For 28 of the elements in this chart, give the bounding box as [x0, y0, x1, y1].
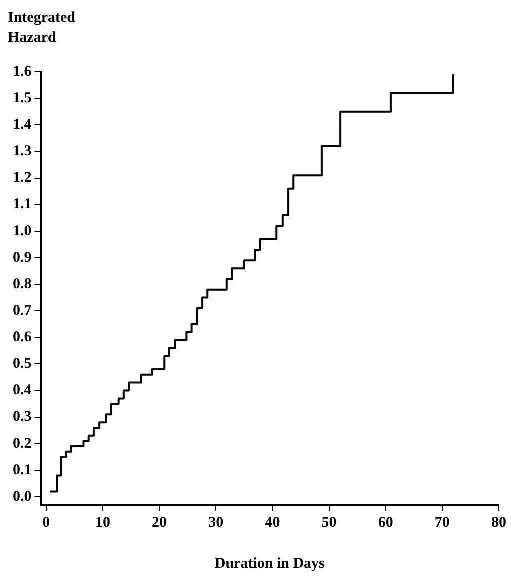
y-tick-label: 0.4	[13, 382, 32, 399]
y-tick-label: 0.8	[13, 276, 32, 292]
y-tick-label: 0.5	[13, 356, 32, 372]
y-tick-label: 1.2	[13, 170, 32, 186]
x-tick-label: 70	[434, 514, 450, 531]
y-tick-label: 1.6	[13, 64, 32, 80]
y-tick-label: 1.3	[13, 144, 32, 160]
x-tick-label: 50	[322, 514, 337, 531]
x-tick-label: 30	[208, 514, 224, 531]
y-axis-title: Integrated Hazard	[8, 9, 76, 48]
y-tick-label: 0.1	[13, 462, 32, 478]
y-tick-label: 0.0	[13, 488, 32, 505]
y-tick-label: 0.7	[13, 302, 32, 319]
x-tick-label: 40	[265, 514, 280, 531]
y-tick-label: 0.3	[13, 409, 32, 426]
x-tick-label: 60	[378, 514, 394, 531]
x-tick-label: 80	[492, 514, 506, 531]
y-tick-label: 1.4	[13, 117, 32, 134]
y-tick-label: 0.9	[13, 250, 32, 266]
y-tick-label: 1.1	[13, 196, 32, 213]
y-tick-label: 0.6	[13, 330, 32, 346]
y-tick-label: 0.2	[13, 436, 32, 452]
x-tick-label: 10	[95, 514, 110, 531]
x-tick-label: 20	[152, 514, 168, 531]
y-tick-label: 1.0	[13, 223, 32, 240]
y-tick-label: 1.5	[13, 90, 32, 106]
x-tick-label: 0	[42, 514, 50, 531]
x-axis-title: Duration in Days	[214, 556, 326, 572]
